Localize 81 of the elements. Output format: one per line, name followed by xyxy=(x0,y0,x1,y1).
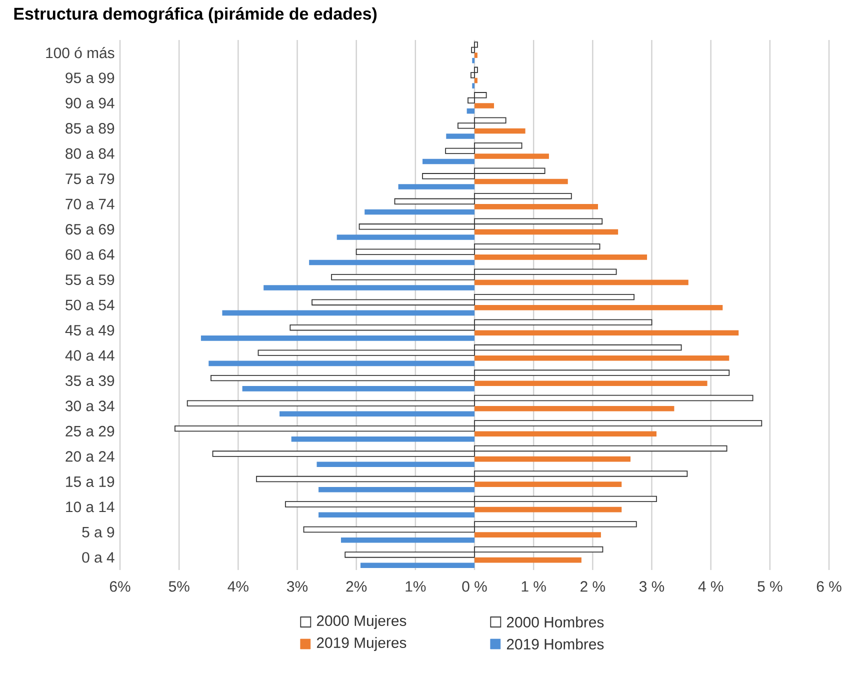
y-tick-label: 95 a 99 xyxy=(66,72,114,84)
x-tick-label: 5 % xyxy=(758,581,782,592)
bar xyxy=(474,128,526,134)
bar xyxy=(474,380,708,386)
bar xyxy=(398,184,475,190)
x-tick-label: 6 % xyxy=(816,581,842,592)
bar xyxy=(474,355,730,361)
bar xyxy=(208,360,475,366)
chart-title: Estructura demográfica (pirámide de edades) xyxy=(14,7,377,24)
bar xyxy=(474,103,494,108)
x-tick-label: 3% xyxy=(287,581,308,592)
y-tick-label: 15 a 19 xyxy=(66,476,114,487)
bar xyxy=(360,562,475,568)
bar xyxy=(340,537,475,543)
x-tick-label: 2% xyxy=(346,581,367,592)
bar xyxy=(280,411,475,417)
bar xyxy=(291,436,475,442)
y-tick-label: 65 a 69 xyxy=(66,224,114,235)
y-tick-label: 10 a 14 xyxy=(66,502,114,512)
bar xyxy=(474,482,622,487)
legend-label: 2019 Hombres xyxy=(506,638,604,650)
legend-label: 2019 Mujeres xyxy=(316,637,406,651)
x-tick-label: 3 % xyxy=(639,581,664,592)
legend-label: 2000 Mujeres xyxy=(316,615,406,629)
y-tick-label: 85 a 89 xyxy=(66,123,114,134)
y-tick-label: 90 a 94 xyxy=(66,98,114,108)
bar xyxy=(474,456,630,462)
x-tick-label: 1 % xyxy=(522,581,546,592)
y-tick-label: 0 a 4 xyxy=(82,552,114,563)
bar xyxy=(474,557,582,563)
x-tick-label: 0 % xyxy=(462,581,487,592)
bar xyxy=(474,330,739,336)
bar xyxy=(242,386,475,392)
bar xyxy=(264,285,475,290)
bar xyxy=(309,260,475,266)
bar xyxy=(422,158,475,164)
bar xyxy=(466,108,475,114)
y-tick-label: 55 a 59 xyxy=(66,274,114,286)
bar xyxy=(474,229,618,235)
x-tick-label: 6% xyxy=(110,581,130,592)
x-tick-label: 2 % xyxy=(580,581,605,592)
bar xyxy=(474,506,622,512)
legend-label: 2000 Hombres xyxy=(506,616,604,628)
bar xyxy=(472,58,475,64)
bar xyxy=(474,406,674,412)
y-tick-label: 40 a 44 xyxy=(65,350,114,361)
bar xyxy=(474,532,601,538)
y-tick-label: 100 ó más xyxy=(46,47,114,58)
y-tick-label: 5 a 9 xyxy=(82,526,114,538)
x-tick-label: 5% xyxy=(168,581,190,592)
bar xyxy=(222,310,475,316)
y-tick-label: 25 a 29 xyxy=(66,426,114,436)
bar xyxy=(474,204,598,210)
y-tick-label: 70 a 74 xyxy=(66,198,114,210)
bar xyxy=(200,336,475,341)
bar xyxy=(446,134,475,139)
bar xyxy=(472,83,475,88)
y-tick-label: 45 a 49 xyxy=(65,324,114,336)
bar xyxy=(474,305,723,310)
bar xyxy=(364,209,475,215)
bar xyxy=(474,280,688,286)
bar xyxy=(474,431,656,436)
bar xyxy=(318,512,475,518)
bar xyxy=(474,254,648,260)
x-tick-label: 1% xyxy=(406,581,426,592)
bar xyxy=(474,52,478,58)
bar xyxy=(474,154,549,159)
bar xyxy=(316,462,475,468)
bar xyxy=(474,78,478,84)
x-tick-label: 4% xyxy=(228,581,248,592)
y-tick-label: 75 a 79 xyxy=(66,174,114,184)
y-tick-label: 30 a 34 xyxy=(66,400,114,412)
y-tick-label: 80 a 84 xyxy=(66,148,114,159)
y-tick-label: 60 a 64 xyxy=(66,249,114,260)
y-tick-label: 50 a 54 xyxy=(66,300,114,310)
y-tick-label: 35 a 39 xyxy=(66,375,114,386)
bar xyxy=(474,178,568,184)
y-tick-label: 20 a 24 xyxy=(66,451,114,462)
bar xyxy=(318,486,475,492)
bar xyxy=(336,234,475,240)
x-tick-label: 4 % xyxy=(698,581,724,592)
